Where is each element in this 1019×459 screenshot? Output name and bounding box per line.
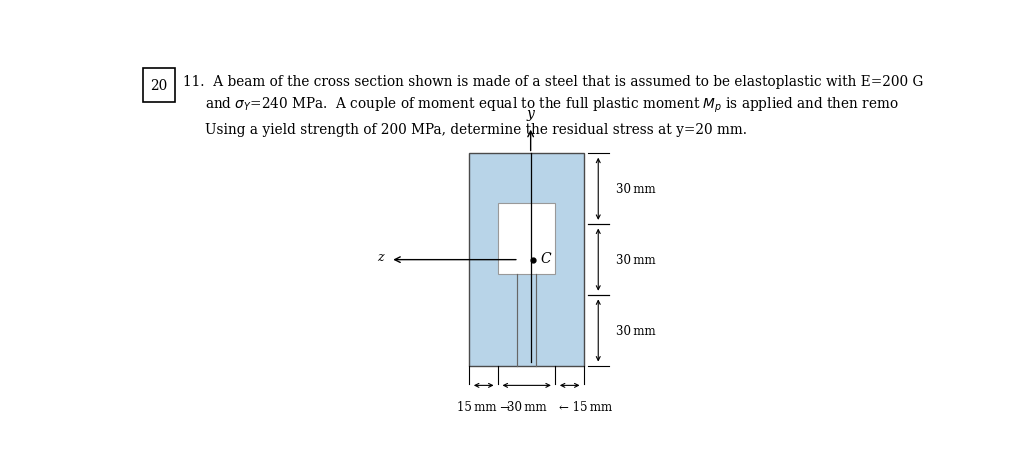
Text: z: z	[377, 250, 384, 263]
Text: 11.  A beam of the cross section shown is made of a steel that is assumed to be : 11. A beam of the cross section shown is…	[182, 75, 922, 89]
Text: y: y	[526, 107, 534, 121]
Bar	[497, 203, 554, 274]
Text: 30 mm: 30 mm	[615, 253, 654, 267]
Text: ← 15 mm: ← 15 mm	[558, 400, 611, 414]
Bar	[469, 154, 584, 366]
Bar	[143, 69, 175, 103]
Text: 30 mm: 30 mm	[615, 324, 654, 337]
Text: C: C	[540, 252, 551, 265]
Text: 20: 20	[151, 79, 167, 93]
Text: Using a yield strength of 200 MPa, determine the residual stress at y=20 mm.: Using a yield strength of 200 MPa, deter…	[205, 122, 746, 136]
Text: 30 mm: 30 mm	[506, 400, 546, 414]
Text: 15 mm →: 15 mm →	[457, 400, 510, 414]
Text: 30 mm: 30 mm	[615, 183, 654, 196]
Text: and $\sigma_Y$=240 MPa.  A couple of moment equal to the full plastic moment $M_: and $\sigma_Y$=240 MPa. A couple of mome…	[205, 95, 898, 115]
